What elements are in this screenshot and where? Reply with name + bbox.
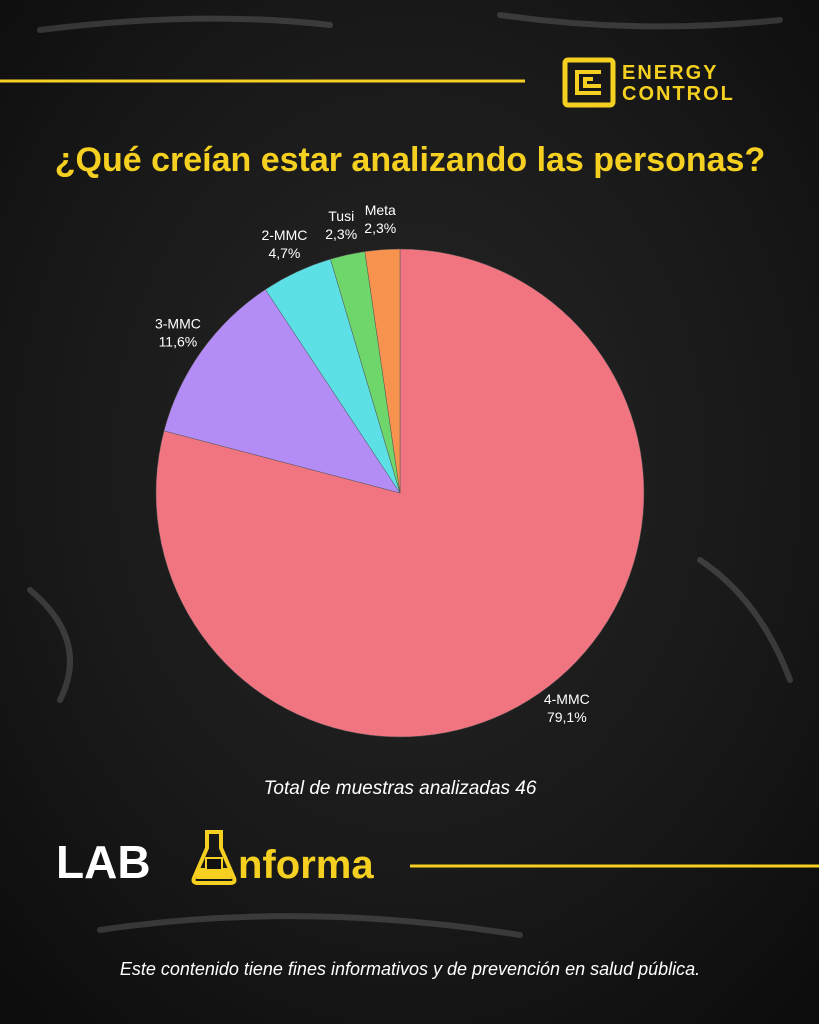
note: Total de muestras analizadas 46 [264,778,537,799]
logo-text: ENERGY [622,62,718,84]
value-label: 4,7% [268,245,300,261]
value-label: 2,3% [325,226,357,242]
value-label: 11,6% [159,333,198,349]
chart-title: ¿Qué creían estar analizando las persona… [55,141,765,179]
slice-label: Meta [365,202,396,218]
brand-text: nforma [238,843,374,887]
logo-mark [575,70,601,95]
footer: Este contenido tiene fines informativos … [120,959,700,979]
slice-label: Tusi [328,208,354,224]
chalk-smudges [27,12,793,938]
slice-label: 2-MMC [261,227,307,243]
pie-slice [155,248,645,738]
logo-box [562,57,616,108]
slice-label: 4-MMC [544,691,590,707]
value-label: 2,3% [364,220,396,236]
logo-text: CONTROL [622,83,735,105]
value-label: 79,1% [547,709,587,725]
brand-text: LAB [56,836,151,888]
flask-icon [191,830,237,885]
pie-slice [364,248,401,494]
logo: ENERGY CONTROL [562,57,735,108]
slice-label: 3-MMC [155,315,201,331]
pie: 4-MMC 79,1% 3-MMC 11,6% 2-MMC 4,7% Tusi 2,3% Met… [155,202,645,738]
pie-slice [163,289,401,494]
